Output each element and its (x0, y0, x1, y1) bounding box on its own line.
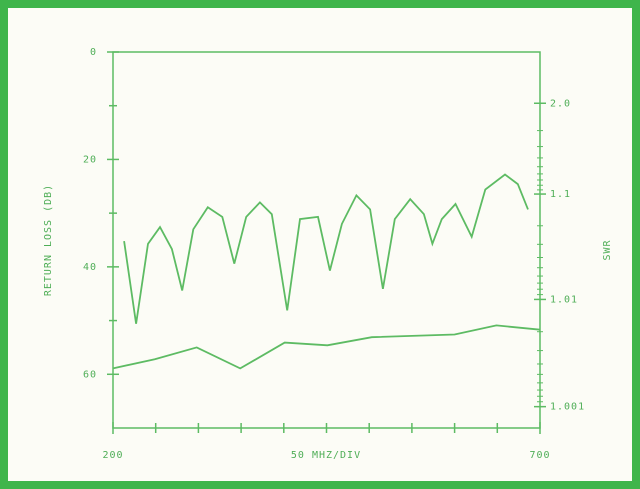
data-line (123, 173, 529, 324)
x-axis-label: 50 MHZ/DIV (291, 450, 361, 461)
y-axis-label: RETURN LOSS (DB) (43, 184, 54, 296)
data-line (112, 324, 541, 370)
y-tick-label: 20 (83, 154, 97, 165)
y2-tick-label: 1.1 (550, 189, 571, 200)
y2-axis-label: SWR (602, 239, 613, 260)
y2-tick-label: 1.01 (550, 294, 578, 305)
y2-tick-label: 1.001 (550, 402, 585, 413)
y-tick-label: 40 (83, 262, 97, 273)
x-tick-label: 200 (102, 450, 123, 461)
y2-tick-label: 2.0 (550, 98, 571, 109)
y-tick-label: 0 (90, 47, 97, 58)
x-tick-label: 700 (529, 450, 550, 461)
y-tick-label: 60 (83, 369, 97, 380)
